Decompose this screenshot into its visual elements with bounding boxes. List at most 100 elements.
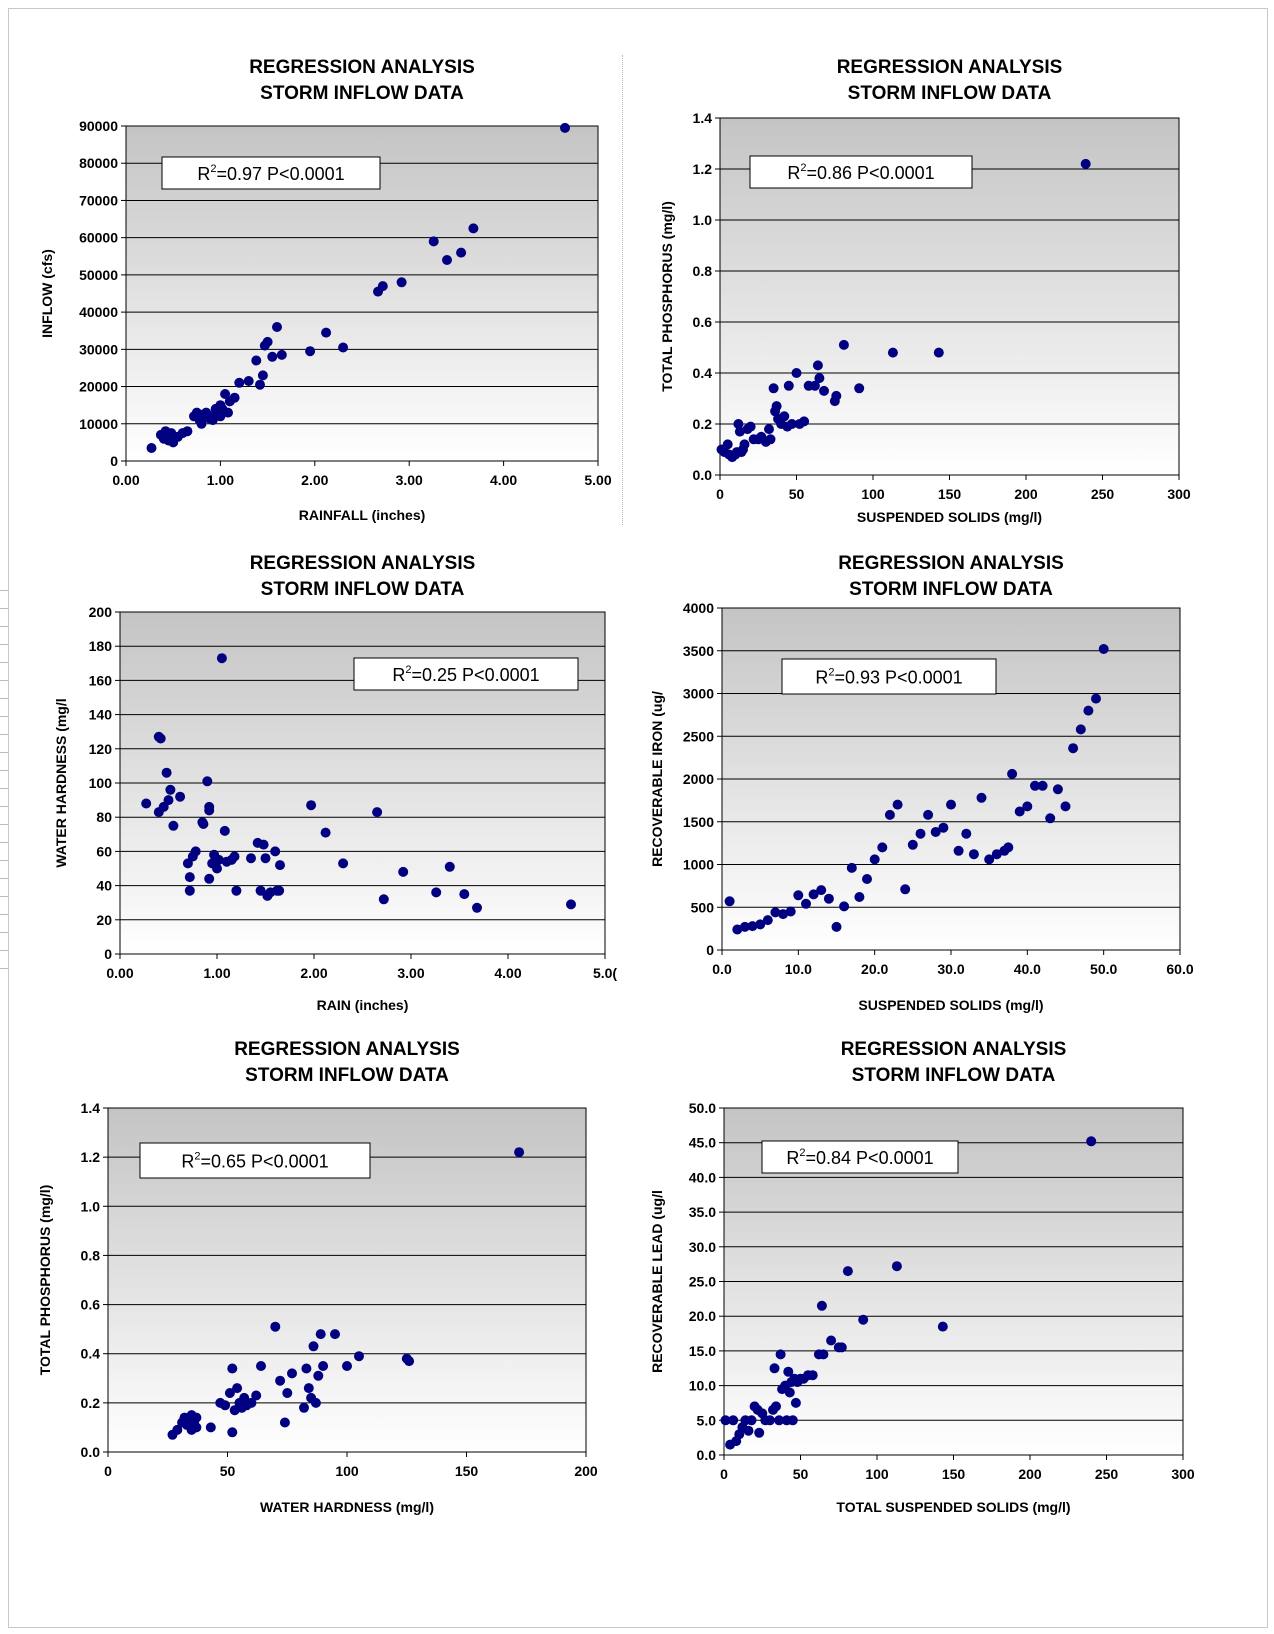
data-point (442, 255, 452, 265)
data-point (276, 349, 287, 360)
annotation-box (353, 657, 579, 691)
data-point (255, 885, 266, 896)
data-point (204, 873, 215, 884)
data-point (306, 800, 317, 811)
y-tick-label: 0 (110, 453, 118, 469)
chart-subtitle: STORM INFLOW DATA (852, 1065, 1056, 1086)
data-point (303, 1383, 314, 1394)
annotation-text: R2=0.97 P<0.0001 (197, 163, 344, 184)
chart-title: REGRESSION ANALYSIS (841, 1040, 1067, 1060)
data-point (1086, 1136, 1097, 1147)
x-tick-label: 100 (865, 1466, 889, 1482)
data-point (229, 851, 240, 862)
data-point (378, 894, 389, 905)
data-point (823, 893, 834, 904)
chart-title: REGRESSION ANALYSIS (250, 553, 476, 574)
chart-subtitle: STORM INFLOW DATA (245, 1065, 449, 1086)
data-point (299, 1402, 309, 1413)
data-point (1060, 801, 1071, 812)
data-point (938, 822, 949, 833)
y-tick-label: 500 (691, 899, 715, 915)
x-tick-label: 40.0 (1014, 961, 1041, 977)
data-point (915, 828, 926, 839)
data-point (444, 861, 455, 872)
data-point (946, 799, 956, 810)
data-point (184, 885, 195, 896)
data-point (258, 839, 269, 850)
data-point (831, 390, 842, 401)
y-tick-label: 2000 (683, 771, 714, 787)
y-tick-label: 35.0 (689, 1204, 716, 1220)
data-point (771, 401, 782, 412)
x-tick-label: 4.00 (490, 472, 517, 488)
data-point (858, 1314, 869, 1325)
y-tick-label: 1.4 (81, 1100, 101, 1116)
y-tick-label: 40000 (79, 304, 118, 320)
data-point (560, 122, 570, 133)
data-point (262, 336, 273, 347)
y-tick-label: 60000 (79, 230, 118, 246)
data-point (1003, 842, 1014, 853)
data-point (739, 439, 750, 450)
data-point (887, 347, 898, 358)
data-point (243, 376, 254, 386)
x-tick-label: 50 (793, 1466, 809, 1482)
y-tick-label: 0.0 (81, 1444, 101, 1460)
data-point (1091, 693, 1101, 704)
data-point (431, 887, 442, 898)
y-tick-label: 20000 (79, 379, 118, 395)
data-point (231, 885, 242, 896)
chart-subtitle: STORM INFLOW DATA (848, 83, 1052, 104)
data-point (770, 907, 781, 918)
x-tick-label: 4.00 (494, 965, 521, 981)
data-point (172, 1424, 183, 1435)
y-tick-label: 40 (96, 878, 112, 894)
y-tick-label: 80 (96, 809, 112, 825)
data-point (175, 791, 186, 802)
data-point (739, 921, 750, 932)
x-tick-label: 250 (1095, 1466, 1119, 1482)
data-point (256, 1361, 266, 1371)
data-point (819, 385, 829, 396)
data-point (783, 1366, 794, 1377)
data-point (854, 892, 865, 902)
y-tick-label: 80000 (79, 155, 118, 171)
data-point (724, 896, 735, 907)
data-point (791, 368, 802, 378)
data-point (396, 277, 407, 288)
data-point (787, 1415, 798, 1426)
x-tick-label: 1.00 (203, 965, 230, 981)
x-tick-label: 100 (335, 1463, 359, 1479)
annotation-box (749, 155, 973, 189)
y-tick-label: 1.2 (81, 1149, 101, 1165)
y-axis-label: RECOVERABLE LEAD (ug/l (649, 1190, 665, 1373)
data-point (900, 884, 911, 895)
data-point (404, 1356, 415, 1367)
data-point (930, 827, 941, 837)
y-tick-label: 15.0 (689, 1343, 716, 1359)
data-point (168, 820, 179, 831)
y-tick-label: 90000 (79, 118, 118, 134)
x-tick-label: 300 (1167, 486, 1191, 502)
y-tick-label: 40.0 (689, 1169, 716, 1185)
data-point (213, 854, 224, 865)
data-point (246, 853, 256, 864)
y-tick-label: 0.0 (697, 1447, 717, 1463)
x-tick-label: 5.0( (593, 965, 617, 981)
data-point (1068, 743, 1079, 754)
x-tick-label: 250 (1091, 486, 1115, 502)
data-point (1037, 780, 1048, 791)
data-point (818, 1349, 829, 1360)
y-tick-label: 1000 (683, 857, 714, 873)
data-point (566, 899, 576, 910)
data-point (747, 921, 758, 932)
y-tick-label: 30000 (79, 341, 118, 357)
y-tick-label: 0.2 (81, 1395, 101, 1411)
data-point (308, 1341, 319, 1352)
data-point (234, 377, 245, 388)
y-tick-label: 0 (706, 942, 714, 958)
data-point (227, 1363, 238, 1374)
data-point (338, 342, 349, 353)
y-tick-label: 50.0 (689, 1100, 716, 1116)
